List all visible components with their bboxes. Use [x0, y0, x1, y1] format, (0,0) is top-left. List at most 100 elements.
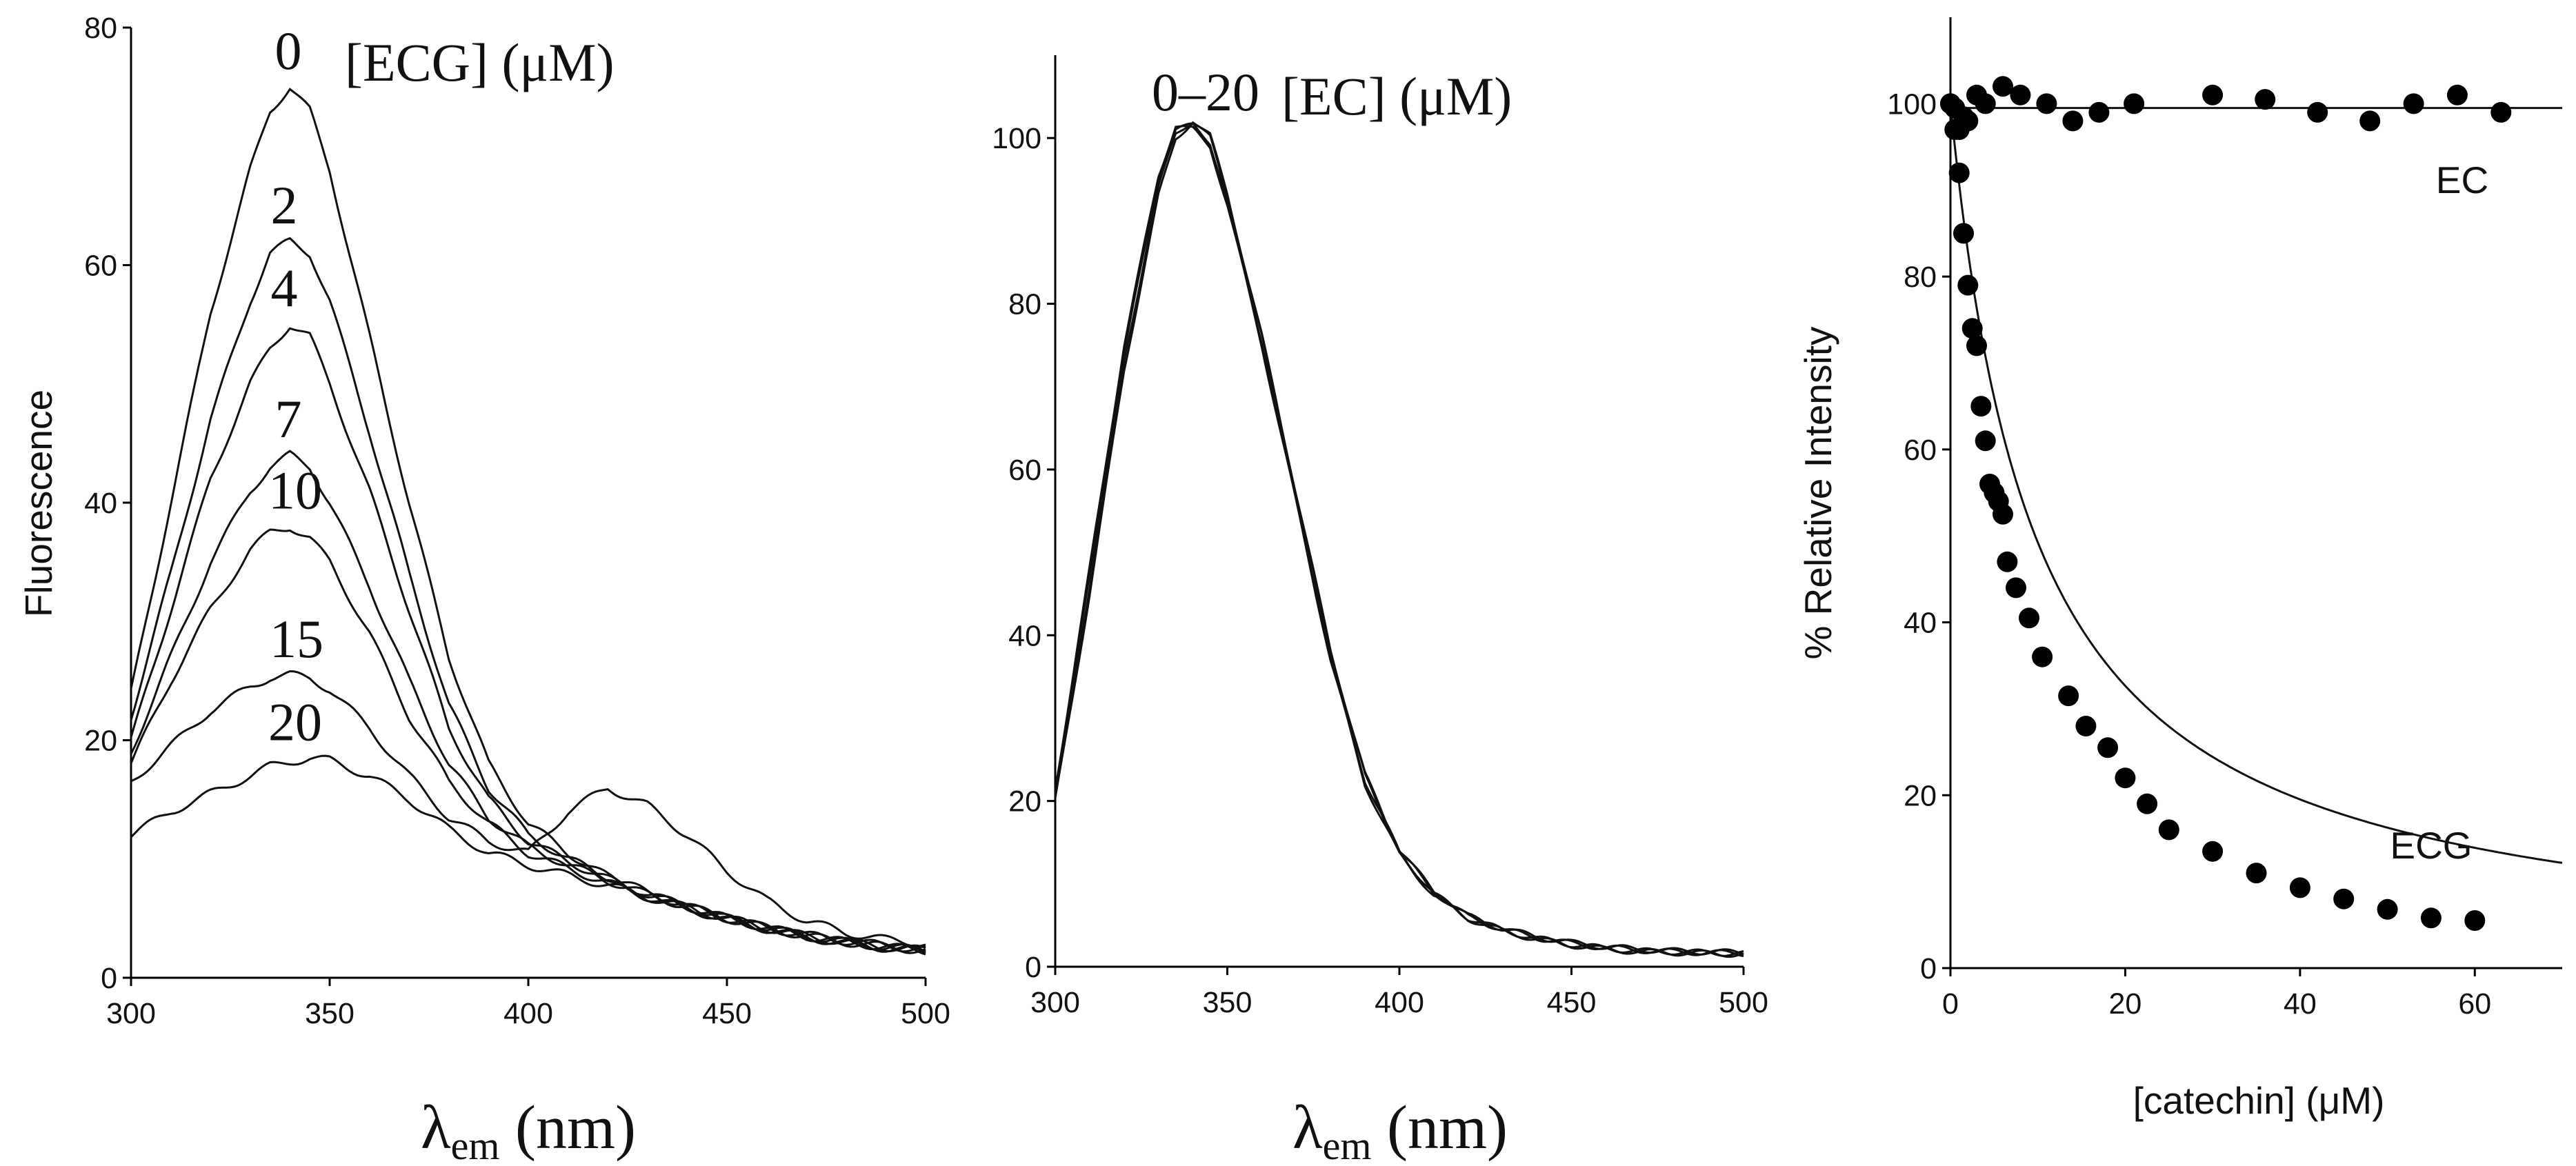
p2-xlabel-unit: (nm) [1387, 1094, 1508, 1162]
p1-curve-7 [130, 450, 926, 954]
panel-ecg-spectra: 300 350 400 450 500 0 20 40 60 80 0 2 4 7 10 15 20 [ECG… [17, 12, 950, 1166]
p1-y-tick-label: 0 [101, 962, 117, 995]
p3-x-tick-label: 0 [1942, 987, 1959, 1021]
p1-xlabel-space [500, 1094, 516, 1162]
p3-point-ec [2202, 84, 2224, 105]
p2-y-tick-label: 40 [1008, 619, 1041, 652]
p2-y-tick-label: 0 [1025, 951, 1041, 984]
p3-point-ec [2446, 84, 2468, 105]
panel-ec-spectra: 300 350 400 450 500 0 20 40 60 80 100 0–20 [EC] (μ… [992, 55, 1768, 1166]
p1-xlabel-unit: (nm) [515, 1094, 636, 1162]
p3-point-ec [2124, 93, 2145, 114]
p3-y-tick-label: 60 [1904, 434, 1937, 467]
p1-y-tick-label: 80 [84, 12, 117, 45]
p3-point-ecg [2333, 888, 2355, 909]
p3-point-ec [2359, 110, 2381, 132]
p2-y-tick-label: 60 [1008, 454, 1041, 487]
p1-xlabel: λem (nm) [421, 1094, 636, 1166]
p2-y-tick-label: 20 [1008, 785, 1041, 818]
p1-curve-label-2: 2 [271, 175, 298, 235]
p3-point-ec [2010, 84, 2031, 105]
p3-point-ecg [2158, 819, 2179, 841]
p1-x-tick-label: 450 [702, 997, 752, 1030]
p3-point-ecg [2377, 898, 2398, 920]
p1-curve-0 [130, 88, 926, 956]
p2-x-tick-label: 350 [1203, 986, 1252, 1019]
p3-point-ecg [2075, 716, 2097, 736]
p1-xlabel-subscript: em [451, 1123, 500, 1166]
p1-x-tick-label: 300 [106, 997, 156, 1030]
p3-y-tick-label: 80 [1904, 261, 1937, 294]
p1-ylabel: Fluorescence [17, 390, 60, 617]
p3-point-ec [1975, 93, 1996, 114]
p3-point-ecg [2006, 577, 2026, 599]
p2-xlabel-space [1372, 1094, 1388, 1162]
p3-point-ec [2088, 101, 2110, 123]
p1-curve-labels: 0 2 4 7 10 15 20 [268, 21, 323, 752]
p3-ylabel: % Relative Intensity [1797, 326, 1839, 659]
p3-point-ecg [1948, 162, 1970, 183]
p3-y-tick-label: 40 [1904, 607, 1937, 640]
p1-curve-label-15: 15 [270, 609, 323, 669]
p2-x-tick-label: 300 [1030, 986, 1080, 1019]
p3-xlabel: [catechin] (μM) [2133, 1079, 2385, 1122]
p2-xlabel: λem (nm) [1292, 1094, 1508, 1166]
p3-point-ecg [2289, 877, 2310, 898]
p3-point-ec [2490, 101, 2512, 123]
p3-point-ecg [2137, 793, 2158, 814]
p2-y-tick-label: 80 [1008, 288, 1041, 321]
p1-curve-label-20: 20 [268, 692, 322, 752]
p2-curves [1054, 121, 1744, 958]
p1-curve-label-0: 0 [275, 21, 302, 81]
p3-x-tick-label: 20 [2109, 987, 2142, 1021]
p3-point-ecg [1957, 274, 1979, 296]
p2-curve-20 [1054, 125, 1744, 958]
p1-x-tick-label: 500 [901, 997, 950, 1030]
p3-point-ecg [1953, 223, 1974, 244]
p3-point-ecg [2202, 841, 2224, 862]
p3-point-ecg [1975, 430, 1996, 452]
p1-annotation: [ECG] (μM) [345, 32, 615, 92]
p3-point-ecg [1970, 396, 1992, 417]
p1-y-tick-label: 40 [84, 487, 117, 520]
p3-point-ecg [1997, 551, 2018, 572]
p3-point-ecg [1961, 318, 1983, 339]
p1-x-tick-label: 400 [503, 997, 553, 1030]
p2-y-tick-label: 100 [992, 122, 1041, 155]
p1-x-tick-label: 350 [305, 997, 355, 1030]
p3-x-tick-label: 40 [2284, 987, 2317, 1021]
p3-point-ecg [2115, 767, 2136, 789]
p3-fit-ecg [1949, 103, 2563, 864]
p2-x-tick-label: 400 [1375, 986, 1424, 1019]
p3-y-tick-label: 20 [1904, 779, 1937, 812]
p3-y-tick-label: 0 [1920, 952, 1937, 985]
p3-point-ecg [1966, 335, 1987, 356]
p3-y-tick-label: 100 [1887, 88, 1937, 121]
p3-x-tick-label: 60 [2458, 987, 2491, 1021]
p1-curve-label-7: 7 [275, 389, 302, 449]
p1-curve-label-10: 10 [268, 460, 322, 520]
p1-curve-15 [130, 670, 926, 947]
p3-point-ecg [2032, 646, 2053, 667]
p1-y-tick-label: 20 [84, 725, 117, 758]
p3-point-ec [1993, 76, 2013, 97]
p3-point-ec [2307, 101, 2328, 123]
p2-x-tick-label: 450 [1547, 986, 1597, 1019]
p3-label-ec: EC [2436, 159, 2488, 201]
p2-annotation: [EC] (μM) [1281, 66, 1512, 126]
p1-curve-label-4: 4 [271, 259, 298, 319]
p3-label-ecg: ECG [2390, 824, 2472, 867]
panel-relative-intensity: 0 20 40 60 0 20 40 60 80 100 EC ECG % Relative In… [1797, 17, 2563, 1122]
p2-x-tick-label: 500 [1719, 986, 1768, 1019]
p3-point-ec [2255, 89, 2276, 110]
p3-point-ec [2036, 93, 2057, 114]
p3-point-ec [2062, 110, 2084, 132]
p2-xlabel-symbol: λ [1292, 1094, 1323, 1162]
p3-ticks: 0 20 40 60 0 20 40 60 80 100 [1887, 88, 2491, 1021]
p3-point-ecg [1993, 503, 2013, 525]
p1-y-tick-label: 60 [84, 250, 117, 283]
p2-annotation-range: 0–20 [1152, 62, 1259, 122]
